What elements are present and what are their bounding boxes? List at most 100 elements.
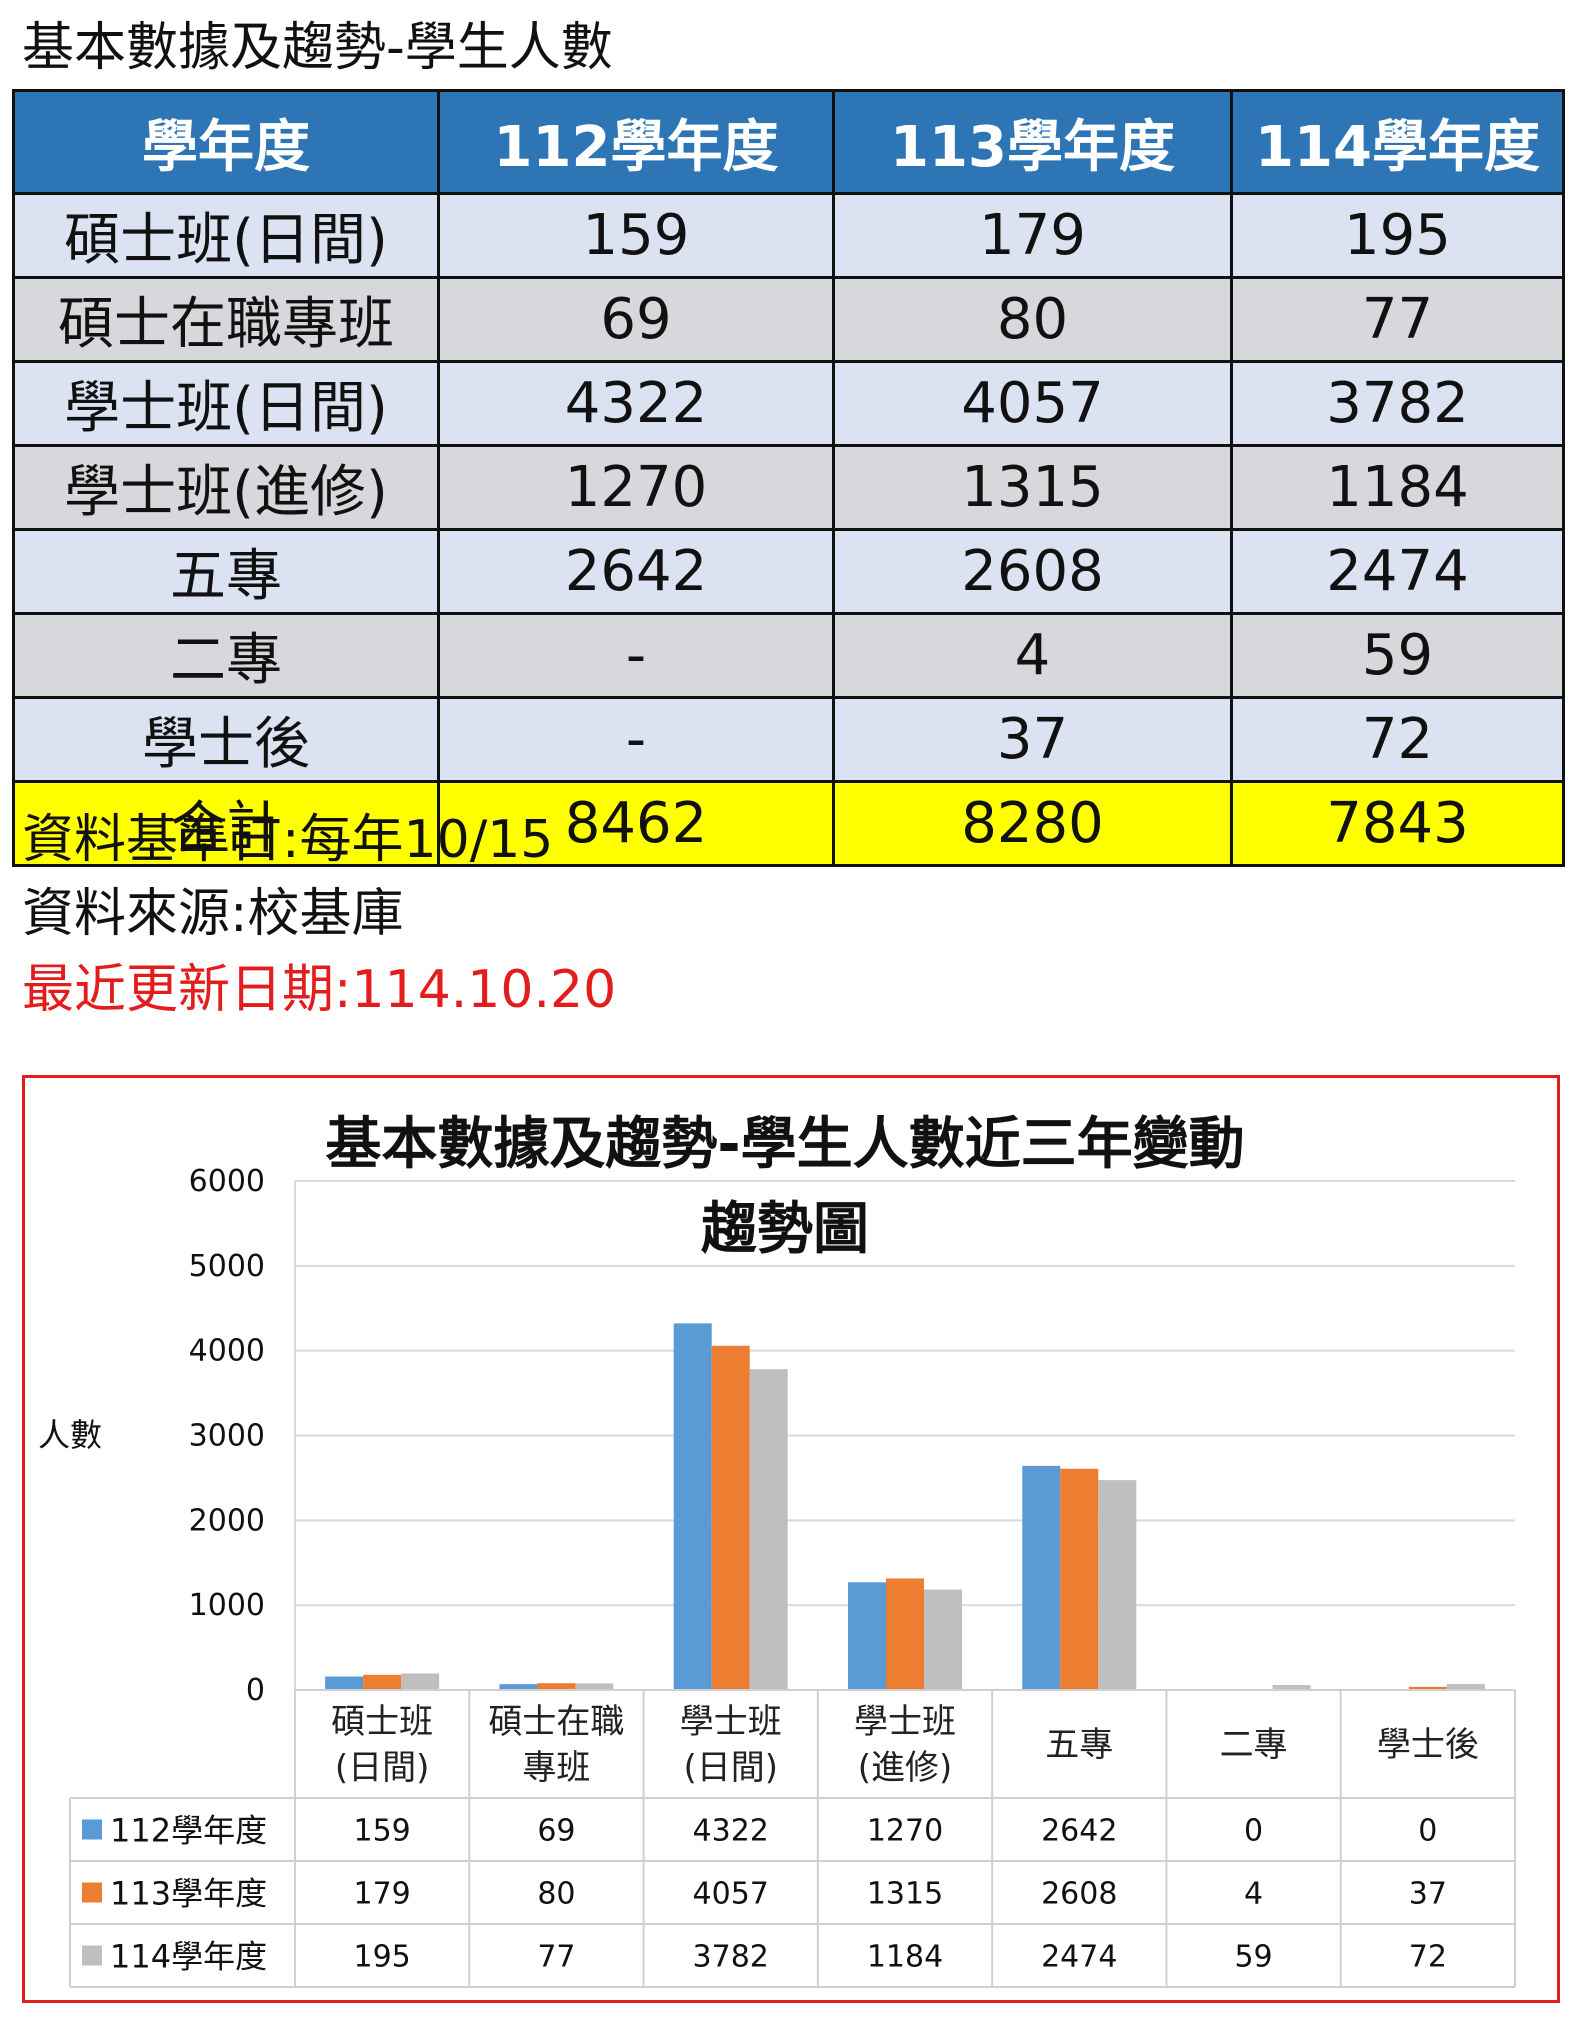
data-table-value: 179 bbox=[354, 1877, 411, 1912]
table-row: 碩士班(日間) 159 179 195 bbox=[12, 192, 1565, 279]
row-label: 碩士班(日間) bbox=[12, 192, 440, 279]
updated-date-note: 最近更新日期:114.10.20 bbox=[22, 960, 617, 1020]
table-cell: 1315 bbox=[832, 444, 1233, 531]
row-label: 學士班(進修) bbox=[12, 444, 440, 531]
bar bbox=[848, 1582, 886, 1690]
data-table-value: 1184 bbox=[867, 1940, 943, 1975]
page-title: 基本數據及趨勢-學生人數 bbox=[22, 18, 613, 78]
bar bbox=[401, 1673, 440, 1690]
x-category-label: 學士班 bbox=[680, 1702, 782, 1742]
data-table-value: 4057 bbox=[693, 1877, 769, 1912]
table-cell: 2642 bbox=[437, 528, 835, 615]
data-table-value: 2642 bbox=[1041, 1814, 1117, 1849]
x-category-label: 學士班 bbox=[854, 1702, 956, 1742]
y-tick-label: 5000 bbox=[189, 1249, 265, 1284]
y-tick-label: 2000 bbox=[189, 1503, 265, 1538]
student-count-table: 學年度 112學年度 113學年度 114學年度 碩士班(日間) 159 179… bbox=[12, 89, 1565, 867]
bar bbox=[1446, 1683, 1485, 1690]
table-row: 學士班(日間) 4322 4057 3782 bbox=[12, 360, 1565, 447]
table-row: 學士班(進修) 1270 1315 1184 bbox=[12, 444, 1565, 531]
row-label: 碩士在職專班 bbox=[12, 276, 440, 363]
row-label: 二專 bbox=[12, 612, 440, 699]
x-category-label: 碩士班 bbox=[331, 1702, 433, 1742]
legend-swatch bbox=[82, 1819, 102, 1840]
x-category-label: 五專 bbox=[1045, 1725, 1113, 1765]
bar bbox=[1272, 1684, 1311, 1690]
header-cell: 114學年度 bbox=[1230, 89, 1565, 195]
x-category-label: (日間) bbox=[683, 1748, 778, 1788]
y-tick-label: 4000 bbox=[189, 1334, 265, 1369]
table-cell: - bbox=[437, 612, 835, 699]
table-total-row: 合計 8462 8280 7843 bbox=[12, 780, 1565, 867]
data-table-value: 2608 bbox=[1041, 1877, 1117, 1912]
chart-title: 基本數據及趨勢-學生人數近三年變動 bbox=[325, 1112, 1244, 1177]
table-cell: 195 bbox=[1230, 192, 1565, 279]
data-table-value: 4 bbox=[1244, 1877, 1263, 1912]
data-table-value: 1270 bbox=[867, 1814, 943, 1849]
table-cell: 59 bbox=[1230, 612, 1565, 699]
bar bbox=[325, 1676, 364, 1690]
bar bbox=[575, 1683, 614, 1690]
table-cell: 3782 bbox=[1230, 360, 1565, 447]
bar bbox=[499, 1684, 538, 1690]
y-axis-label: 人數 bbox=[38, 1416, 102, 1454]
table-header-row: 學年度 112學年度 113學年度 114學年度 bbox=[12, 89, 1565, 195]
data-table-value: 4322 bbox=[693, 1814, 769, 1849]
table-cell: - bbox=[437, 696, 835, 783]
table-cell: 69 bbox=[437, 276, 835, 363]
table-cell: 77 bbox=[1230, 276, 1565, 363]
total-cell: 7843 bbox=[1230, 780, 1565, 867]
data-table-value: 159 bbox=[354, 1814, 411, 1849]
table-cell: 37 bbox=[832, 696, 1233, 783]
chart-frame: 0 1000 2000 3000 4000 5000 6000 人數 碩士班 (日間) 碩士在職 專班… bbox=[22, 1075, 1560, 2003]
table-row: 學士後 - 37 72 bbox=[12, 696, 1565, 783]
data-table-value: 195 bbox=[354, 1940, 411, 1975]
data-table-value: 80 bbox=[537, 1877, 575, 1912]
total-cell: 8280 bbox=[832, 780, 1233, 867]
table-row: 五專 2642 2608 2474 bbox=[12, 528, 1565, 615]
bar bbox=[886, 1578, 924, 1690]
bar bbox=[537, 1683, 576, 1690]
y-tick-label: 1000 bbox=[189, 1588, 265, 1623]
table-cell: 4057 bbox=[832, 360, 1233, 447]
base-date-note: 資料基準日:每年10/15 bbox=[22, 810, 554, 870]
row-label: 學士後 bbox=[12, 696, 440, 783]
x-category-label: (進修) bbox=[858, 1748, 953, 1788]
bar bbox=[711, 1345, 750, 1690]
legend-label: 113學年度 bbox=[110, 1875, 267, 1913]
data-table-value: 59 bbox=[1234, 1940, 1272, 1975]
source-note: 資料來源:校基庫 bbox=[22, 884, 404, 944]
bar bbox=[749, 1369, 788, 1690]
data-table-value: 0 bbox=[1418, 1814, 1437, 1849]
row-label: 學士班(日間) bbox=[12, 360, 440, 447]
row-label: 五專 bbox=[12, 528, 440, 615]
table-cell: 2474 bbox=[1230, 528, 1565, 615]
x-category-label: 學士後 bbox=[1377, 1725, 1479, 1765]
table-cell: 4322 bbox=[437, 360, 835, 447]
legend-swatch bbox=[82, 1945, 102, 1966]
data-table-value: 69 bbox=[537, 1814, 575, 1849]
bar bbox=[1098, 1480, 1137, 1690]
data-table-value: 37 bbox=[1409, 1877, 1447, 1912]
bar bbox=[924, 1589, 962, 1690]
bar bbox=[673, 1323, 712, 1690]
table-cell: 179 bbox=[832, 192, 1233, 279]
table-row: 二專 - 4 59 bbox=[12, 612, 1565, 699]
bar bbox=[1060, 1468, 1099, 1690]
header-cell: 112學年度 bbox=[437, 89, 835, 195]
total-cell: 8462 bbox=[437, 780, 835, 867]
chart-title: 趨勢圖 bbox=[701, 1197, 869, 1262]
x-category-label: 專班 bbox=[522, 1748, 590, 1788]
legend-label: 114學年度 bbox=[110, 1938, 267, 1976]
table-cell: 2608 bbox=[832, 528, 1233, 615]
table-cell: 80 bbox=[832, 276, 1233, 363]
table-cell: 1184 bbox=[1230, 444, 1565, 531]
x-category-label: (日間) bbox=[335, 1748, 430, 1788]
table-cell: 4 bbox=[832, 612, 1233, 699]
x-category-label: 碩士在職 bbox=[488, 1702, 624, 1742]
table-cell: 72 bbox=[1230, 696, 1565, 783]
data-table-value: 72 bbox=[1409, 1940, 1447, 1975]
y-tick-label: 6000 bbox=[189, 1164, 265, 1199]
header-cell: 學年度 bbox=[12, 89, 440, 195]
